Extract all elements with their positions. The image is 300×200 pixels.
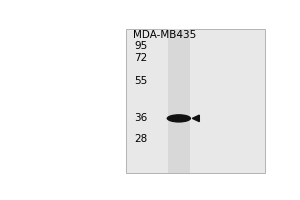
Text: 28: 28 xyxy=(134,134,148,144)
Text: 55: 55 xyxy=(134,76,148,86)
Bar xyxy=(168,29,190,173)
Bar xyxy=(126,29,266,173)
Polygon shape xyxy=(192,115,199,122)
Ellipse shape xyxy=(167,114,191,123)
Text: 72: 72 xyxy=(134,53,148,63)
Text: MDA-MB435: MDA-MB435 xyxy=(133,30,196,40)
Text: 95: 95 xyxy=(134,41,148,51)
Text: 36: 36 xyxy=(134,113,148,123)
